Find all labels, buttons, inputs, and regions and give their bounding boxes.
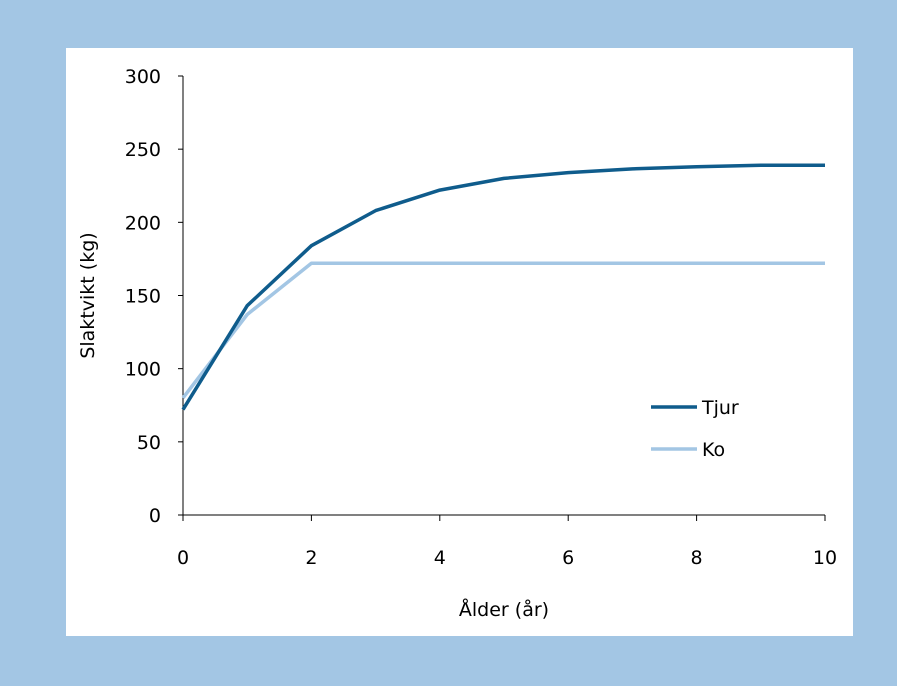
legend-label-tjur: Tjur <box>701 397 739 419</box>
series-line-ko <box>181 261 825 399</box>
y-tick-label: 300 <box>125 66 161 88</box>
y-tick-label: 50 <box>137 432 161 454</box>
chart-panel: 0 50 100 150 200 250 300 0 2 4 6 8 10 Tjur Ko Ålder (… <box>66 48 853 636</box>
series-line-tjur <box>181 163 825 411</box>
legend: Tjur Ko <box>651 397 739 461</box>
series-lines <box>181 163 825 411</box>
y-tick-label: 0 <box>149 505 161 527</box>
x-tick-label: 0 <box>177 547 189 569</box>
y-axis-title: Slaktvikt (kg) <box>77 232 99 358</box>
x-tick-label: 4 <box>434 547 446 569</box>
x-tick-label: 10 <box>813 547 837 569</box>
y-tick-label: 200 <box>125 212 161 234</box>
x-tick-label: 2 <box>305 547 317 569</box>
x-axis-title: Ålder (år) <box>459 598 549 621</box>
y-tick-label: 100 <box>125 359 161 381</box>
axes: 0 50 100 150 200 250 300 0 2 4 6 8 10 <box>125 66 837 569</box>
legend-label-ko: Ko <box>702 439 725 461</box>
x-tick-label: 6 <box>562 547 574 569</box>
y-tick-label: 150 <box>125 286 161 308</box>
x-tick-label: 8 <box>691 547 703 569</box>
y-tick-label: 250 <box>125 139 161 161</box>
line-chart: 0 50 100 150 200 250 300 0 2 4 6 8 10 Tjur Ko Ålder (… <box>77 66 837 621</box>
